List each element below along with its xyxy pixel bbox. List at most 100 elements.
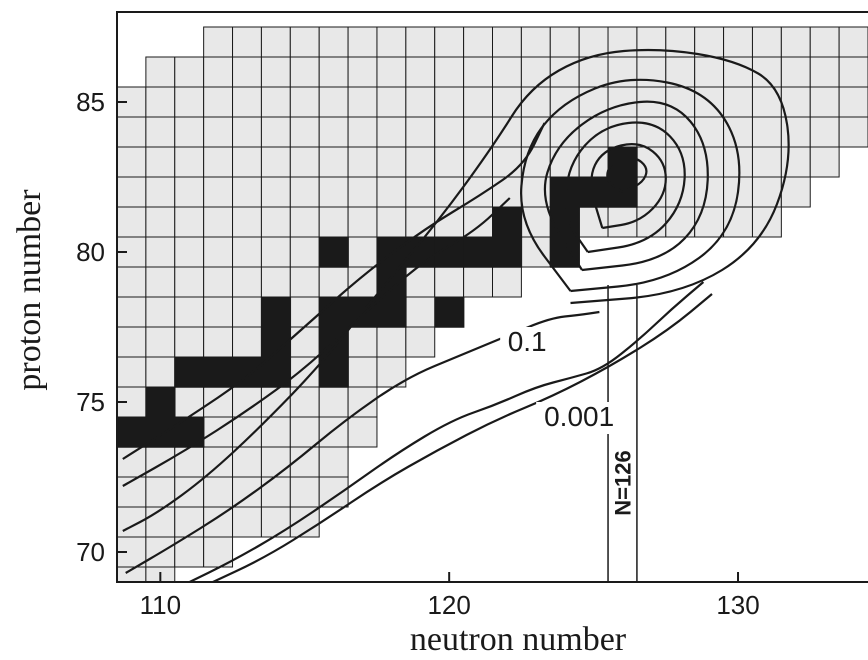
known-nuclide-cell	[232, 26, 262, 58]
known-nuclide-cell	[203, 266, 234, 298]
known-nuclide-cell	[318, 146, 349, 178]
known-nuclide-cell	[260, 236, 291, 268]
known-nuclide-cell	[232, 386, 262, 418]
stable-nuclide-cell	[376, 296, 407, 328]
known-nuclide-cell	[838, 56, 868, 88]
known-nuclide-cell	[232, 206, 262, 238]
known-nuclide-cell	[145, 356, 176, 388]
known-nuclide-cell	[145, 206, 176, 238]
contour-line	[187, 281, 705, 582]
known-nuclide-cell	[260, 266, 291, 298]
known-nuclide-cell	[203, 476, 234, 508]
known-nuclide-cell	[174, 506, 205, 538]
stable-nuclide-cell	[116, 416, 147, 448]
known-nuclide-cell	[751, 146, 782, 178]
known-nuclide-cell	[145, 116, 176, 148]
known-nuclide-cell	[434, 26, 465, 58]
known-nuclide-cell	[318, 206, 349, 238]
known-nuclide-cell	[520, 86, 551, 118]
known-nuclide-cell	[318, 176, 349, 208]
known-nuclide-cell	[492, 116, 522, 148]
known-nuclide-cell	[492, 146, 522, 178]
known-nuclide-cell	[694, 116, 725, 148]
known-nuclide-cell	[376, 56, 407, 88]
known-nuclide-cell	[694, 26, 725, 58]
known-nuclide-cell	[289, 116, 320, 148]
known-nuclide-cell	[318, 386, 349, 418]
known-nuclide-cell	[578, 56, 609, 88]
known-nuclide-cells	[117, 26, 868, 582]
known-nuclide-cell	[260, 26, 291, 58]
known-nuclide-cell	[232, 326, 262, 358]
known-nuclide-cell	[751, 26, 782, 58]
known-nuclide-cell	[203, 416, 234, 448]
known-nuclide-cell	[174, 176, 205, 208]
known-nuclide-cell	[636, 206, 667, 238]
known-nuclide-cell	[405, 176, 436, 208]
known-nuclide-cell	[174, 386, 205, 418]
known-nuclide-cell	[232, 116, 262, 148]
y-tick-label: 80	[76, 237, 105, 267]
known-nuclide-cell	[405, 56, 436, 88]
contour-line	[122, 197, 511, 487]
known-nuclide-cell	[289, 176, 320, 208]
known-nuclide-cell	[694, 146, 725, 178]
known-nuclide-cell	[260, 476, 291, 508]
known-nuclide-cell	[203, 116, 234, 148]
known-nuclide-cell	[405, 116, 436, 148]
known-nuclide-cell	[520, 56, 551, 88]
known-nuclide-cell	[203, 326, 234, 358]
known-nuclide-cell	[405, 326, 436, 358]
known-nuclide-cell	[260, 56, 291, 88]
known-nuclide-cell	[578, 116, 609, 148]
known-nuclide-cell	[289, 296, 320, 328]
known-nuclide-cell	[232, 176, 262, 208]
known-nuclide-cell	[723, 116, 753, 148]
contour-labels: 0.1 0.001	[500, 326, 623, 434]
known-nuclide-cell	[145, 236, 176, 268]
known-nuclide-cell	[347, 56, 378, 88]
known-nuclide-cell	[174, 206, 205, 238]
known-nuclide-cell	[289, 206, 320, 238]
known-nuclide-cell	[347, 326, 378, 358]
known-nuclide-cell	[809, 146, 840, 178]
known-nuclide-cell	[376, 146, 407, 178]
known-nuclide-cell	[203, 296, 234, 328]
known-nuclide-cell	[780, 176, 811, 208]
contour-line	[210, 293, 713, 582]
contour-line	[564, 121, 686, 254]
stable-nuclide-cell	[434, 296, 465, 328]
x-axis-title: neutron number	[410, 621, 627, 658]
known-nuclide-cell	[174, 266, 205, 298]
known-nuclide-cell	[289, 26, 320, 58]
known-nuclide-cell	[318, 86, 349, 118]
known-nuclide-cell	[347, 116, 378, 148]
contour-lines	[122, 48, 790, 582]
known-nuclide-cell	[232, 86, 262, 118]
known-nuclide-cell	[260, 86, 291, 118]
known-nuclide-cell	[117, 266, 147, 298]
known-nuclide-cell	[549, 116, 580, 148]
known-nuclide-cell	[260, 146, 291, 178]
known-nuclide-cell	[232, 416, 262, 448]
known-nuclide-cell	[463, 56, 494, 88]
known-nuclide-cell	[347, 236, 378, 268]
known-nuclide-cell	[809, 116, 840, 148]
known-nuclide-cell	[434, 116, 465, 148]
y-tick-label: 70	[76, 537, 105, 567]
y-tick-label: 85	[76, 87, 105, 117]
known-nuclide-cell	[463, 86, 494, 118]
known-nuclide-cell	[117, 206, 147, 238]
known-nuclide-cell	[117, 446, 147, 478]
stable-nuclide-cell	[550, 176, 580, 208]
known-nuclide-cell	[232, 266, 262, 298]
known-nuclide-cell	[376, 116, 407, 148]
known-nuclide-cell	[636, 116, 667, 148]
stable-nuclide-cell	[203, 356, 234, 388]
known-nuclide-cell	[174, 236, 205, 268]
known-nuclide-cell	[289, 356, 320, 388]
known-nuclide-cell	[145, 146, 176, 178]
known-nuclide-cell	[434, 206, 465, 238]
contour-label: 0.001	[544, 401, 614, 432]
stable-nuclide-cell	[145, 416, 176, 448]
